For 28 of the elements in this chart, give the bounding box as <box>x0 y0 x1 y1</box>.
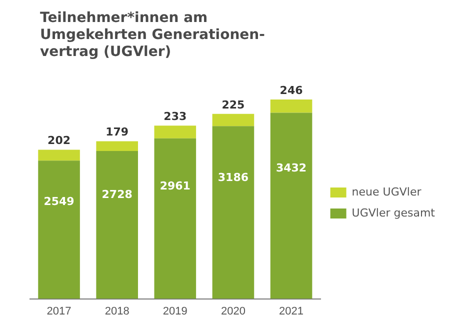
chart-title: Teilnehmer*innen am Umgekehrten Generationen- vertrag (UGVler) <box>40 10 265 61</box>
data-label: 3432 <box>276 161 307 174</box>
bar <box>38 160 80 299</box>
bar <box>38 150 80 161</box>
x-tick-label: 2018 <box>104 305 130 318</box>
data-label: 233 <box>164 110 187 124</box>
data-label: 2728 <box>102 188 132 202</box>
data-label: 3186 <box>218 170 249 184</box>
legend-label: neue UGVler <box>352 185 422 198</box>
x-tick-label: 2021 <box>279 305 304 318</box>
legend-label: UGVler gesamt <box>352 206 436 220</box>
data-label: 202 <box>48 134 71 148</box>
bar <box>154 138 196 299</box>
data-label: 179 <box>106 126 129 139</box>
x-tick-label: 2017 <box>46 305 72 318</box>
x-tick-label: 2019 <box>162 305 188 318</box>
bar <box>96 150 138 299</box>
bar <box>270 112 312 299</box>
bar <box>154 126 196 138</box>
bar <box>212 114 254 126</box>
data-label: 2549 <box>44 194 74 208</box>
bar <box>270 99 312 113</box>
bar <box>212 126 254 299</box>
data-label: 246 <box>280 84 304 97</box>
data-label: 225 <box>222 98 245 112</box>
bar <box>96 141 138 151</box>
x-tick-label: 2020 <box>220 305 246 318</box>
data-label: 2961 <box>160 179 190 192</box>
